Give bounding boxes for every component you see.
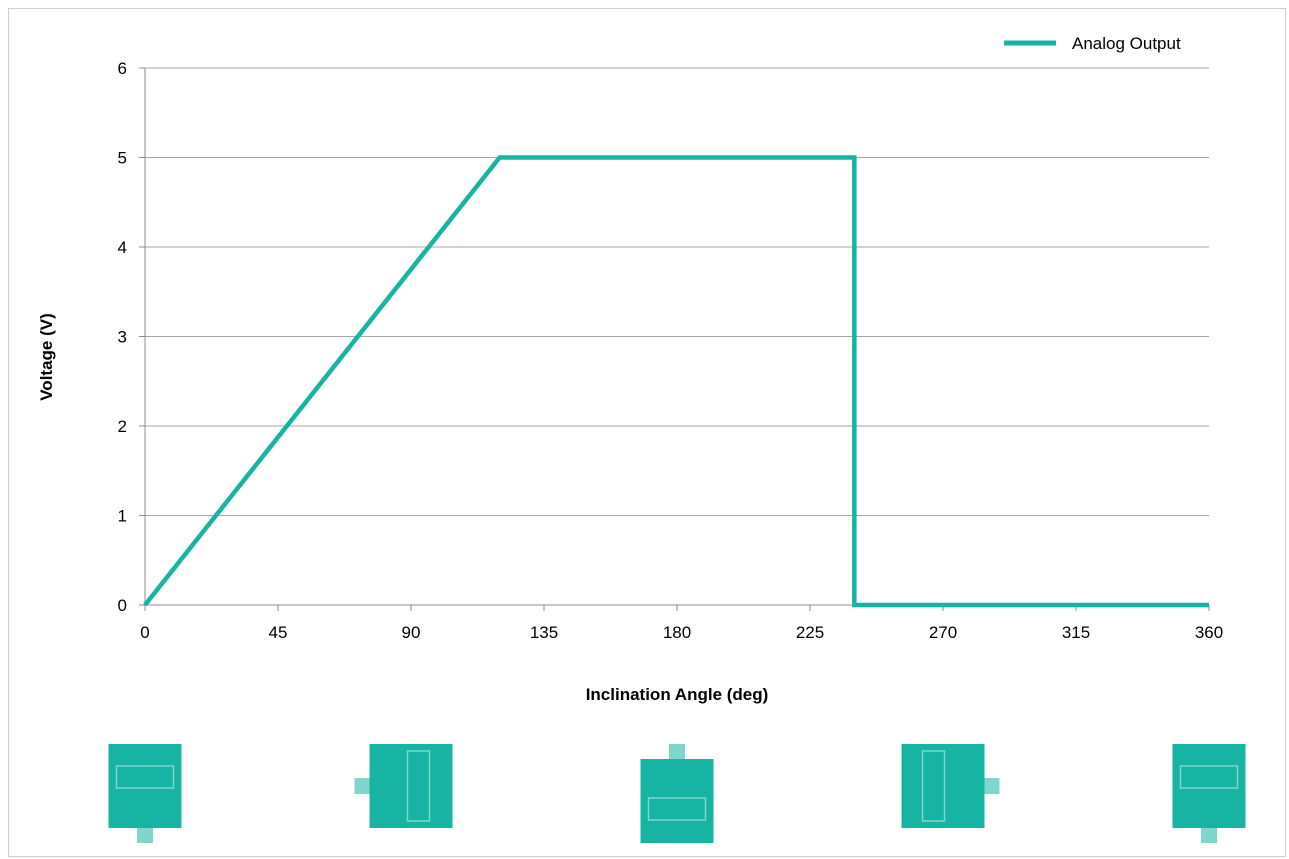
sensor-window bbox=[647, 797, 707, 821]
x-tick-label: 360 bbox=[1195, 623, 1223, 642]
legend: Analog Output bbox=[1004, 34, 1181, 53]
x-tick-label: 270 bbox=[929, 623, 957, 642]
sensor-window bbox=[1179, 765, 1239, 789]
series-layer bbox=[143, 155, 1209, 608]
x-tick-label: 45 bbox=[269, 623, 288, 642]
x-tick-label: 135 bbox=[530, 623, 558, 642]
sensor-orientation-0-icon bbox=[108, 744, 182, 843]
y-axis-title: Voltage (V) bbox=[37, 313, 56, 401]
sensor-body bbox=[1172, 744, 1246, 828]
y-tick-label: 3 bbox=[118, 328, 127, 347]
orientation-icons bbox=[108, 744, 1246, 843]
sensor-window bbox=[115, 765, 175, 789]
sensor-window bbox=[406, 750, 431, 822]
sensor-orientation-360-icon bbox=[1172, 744, 1246, 843]
sensor-orientation-90-icon bbox=[354, 744, 453, 828]
sensor-body bbox=[108, 744, 182, 828]
sensor-body bbox=[901, 744, 985, 828]
sensor-orientation-180-icon bbox=[640, 744, 714, 843]
sensor-connector bbox=[669, 744, 685, 759]
y-tick-label: 6 bbox=[118, 59, 127, 78]
y-tick-label: 5 bbox=[118, 149, 127, 168]
y-tick-label: 1 bbox=[118, 507, 127, 526]
chart-frame bbox=[8, 8, 1286, 857]
sensor-body bbox=[369, 744, 453, 828]
x-tick-label: 90 bbox=[402, 623, 421, 642]
sensor-connector bbox=[354, 778, 370, 794]
x-tick-label: 225 bbox=[796, 623, 824, 642]
x-tick-label: 180 bbox=[663, 623, 691, 642]
sensor-connector bbox=[984, 778, 1000, 794]
legend-label: Analog Output bbox=[1072, 34, 1181, 53]
sensor-connector bbox=[137, 828, 153, 843]
y-tick-label: 2 bbox=[118, 417, 127, 436]
y-tick-label: 4 bbox=[118, 238, 127, 257]
sensor-window bbox=[921, 750, 946, 822]
sensor-connector bbox=[1201, 828, 1217, 843]
sensor-body bbox=[640, 759, 714, 843]
x-tick-label: 0 bbox=[140, 623, 149, 642]
sensor-orientation-270-icon bbox=[901, 744, 1000, 828]
y-tick-label: 0 bbox=[118, 596, 127, 615]
grid-layer bbox=[145, 67, 1209, 516]
series-line bbox=[143, 155, 1209, 608]
x-tick-label: 315 bbox=[1062, 623, 1090, 642]
x-axis-title: Inclination Angle (deg) bbox=[586, 685, 769, 704]
